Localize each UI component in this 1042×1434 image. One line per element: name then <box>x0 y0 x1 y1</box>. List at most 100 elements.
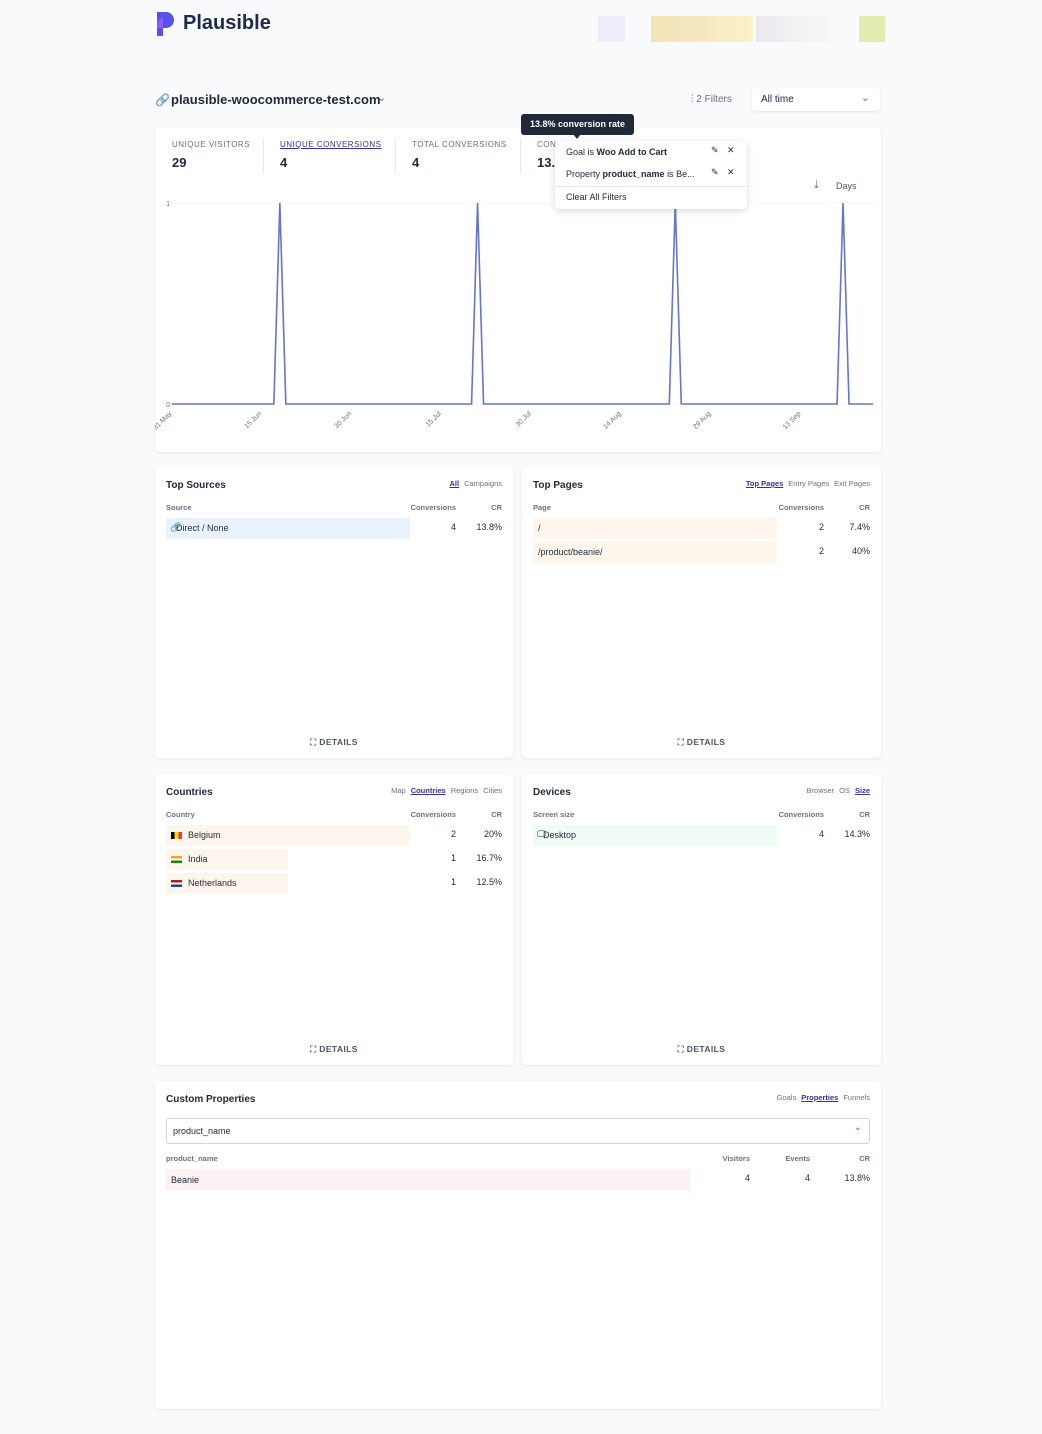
panel-title: Top Sources <box>166 480 226 491</box>
stats-card: UNIQUE VISITORS 29 UNIQUE CONVERSIONS 4 TOTA… <box>155 128 881 452</box>
details-button[interactable]: ⛶ DETAILS <box>677 1044 726 1054</box>
column-header: CR <box>859 503 870 512</box>
column-header: Visitors <box>722 1154 750 1163</box>
tab[interactable]: OS <box>839 786 850 795</box>
panel-title: Top Pages <box>533 480 583 491</box>
remove-icon[interactable]: ✕ <box>727 145 735 155</box>
tooltip-arrow <box>573 134 581 139</box>
filter-item[interactable]: Property product_name is Be... <box>566 168 695 180</box>
tab[interactable]: Exit Pages <box>834 479 870 488</box>
details-button[interactable]: ⛶ DETAILS <box>677 737 726 747</box>
filters-button[interactable]: ⫶ 2 Filters <box>691 94 732 105</box>
stat-value: 29 <box>172 155 187 170</box>
details-label: DETAILS <box>319 737 358 747</box>
row-cr: 20% <box>483 829 502 839</box>
tab[interactable]: Properties <box>801 1093 839 1102</box>
site-name[interactable]: plausible-woocommerce-test.com <box>171 92 381 107</box>
filter-suffix: is Be... <box>667 169 695 179</box>
row-bar <box>166 825 410 846</box>
row-label[interactable]: Beanie <box>171 1175 200 1185</box>
stat-label[interactable]: UNIQUE VISITORS <box>172 140 251 149</box>
tab[interactable]: Top Pages <box>745 479 784 488</box>
details-button[interactable]: ⛶ DETAILS <box>310 737 358 747</box>
download-icon[interactable]: ⤓ <box>814 179 819 191</box>
blur <box>756 16 832 42</box>
period-picker[interactable]: All time ⌄ <box>752 88 880 111</box>
interval-label: Days <box>836 181 857 191</box>
stat-label[interactable]: CON <box>537 140 557 149</box>
graph: 0 1 31 May 15 Jun 30 Jun 15 Jul 30 Jul 14 Aug 29… <box>155 201 873 432</box>
x-tick-label: 14 Aug <box>602 410 622 430</box>
panel: Countries Map Countries Regions Cities Countr… <box>155 774 513 1065</box>
filter-item[interactable]: Goal is Woo Add to Cart <box>566 146 667 158</box>
tab[interactable]: Regions <box>450 786 479 795</box>
row-value: 2 <box>818 546 824 556</box>
tab[interactable]: Campaigns <box>464 479 502 488</box>
chevron: ⌄ <box>377 92 387 104</box>
stat-label[interactable]: TOTAL CONVERSIONS <box>412 140 507 149</box>
device-icon: 🖵 <box>537 829 546 839</box>
row-bar <box>533 825 777 846</box>
details-label: DETAILS <box>686 1044 726 1054</box>
details-label: DETAILS <box>319 1044 358 1054</box>
filters-label: 2 Filters <box>696 94 732 105</box>
row-value: 2 <box>818 522 824 532</box>
property-select[interactable]: product_name ⌄ <box>166 1118 870 1144</box>
row-label[interactable]: /product/beanie/ <box>538 547 603 557</box>
panel-title: Countries <box>166 787 213 798</box>
filter-menu: Goal is Woo Add to Cart ✎ ✕ Property produc… <box>555 141 747 209</box>
row-label[interactable]: Netherlands <box>188 878 237 888</box>
row-value: 4 <box>450 522 456 532</box>
period-label: All time <box>761 94 794 105</box>
blur <box>598 16 625 42</box>
tab[interactable]: All <box>449 479 460 488</box>
select-label: product_name <box>173 1126 231 1136</box>
tabs: Map Countries Regions Cities <box>386 786 502 795</box>
column-header: Country <box>166 810 195 819</box>
tab[interactable]: Browser <box>806 786 835 795</box>
tab[interactable]: Entry Pages <box>788 479 830 488</box>
column-header: Conversions <box>778 810 824 819</box>
details-button[interactable]: ⛶ DETAILS <box>310 1044 358 1054</box>
remove-icon[interactable]: ✕ <box>727 167 735 177</box>
x-tick-label: 15 Jun <box>243 410 263 430</box>
edit-icon[interactable]: ✎ <box>711 145 719 155</box>
column-header: Conversions <box>410 810 456 819</box>
row-value: 4 <box>804 1173 810 1183</box>
chevron: ⌄ <box>860 92 870 104</box>
row-bar <box>166 849 288 870</box>
edit-icon[interactable]: ✎ <box>711 167 719 177</box>
row-cr: 40% <box>851 546 870 556</box>
row-label[interactable]: / <box>538 523 541 533</box>
panel: Top Pages Top Pages Entry Pages Exit Pages P… <box>522 467 881 758</box>
tabs: All Campaigns <box>444 479 502 488</box>
column-header: CR <box>859 810 870 819</box>
tab[interactable]: Countries <box>410 786 446 795</box>
row-label[interactable]: Direct / None <box>176 523 229 533</box>
panel: Devices Browser OS Size Screen size Conversio… <box>522 774 881 1065</box>
clear-filters[interactable]: Clear All Filters <box>566 192 627 202</box>
filter-value: product_name <box>602 169 665 179</box>
stat-label[interactable]: UNIQUE CONVERSIONS <box>280 140 382 149</box>
tab[interactable]: Cities <box>483 786 502 795</box>
row-label[interactable]: Belgium <box>188 830 221 840</box>
row-value: 4 <box>744 1173 750 1183</box>
row-value: 2 <box>450 829 456 839</box>
row-value: 13.8% <box>844 1173 870 1183</box>
tab[interactable]: Size <box>854 786 870 795</box>
row-label[interactable]: India <box>188 854 208 864</box>
x-tick-label: 30 Jun <box>333 410 353 430</box>
tab[interactable]: Goals <box>776 1093 797 1102</box>
row-bar <box>166 873 288 894</box>
interval-picker[interactable]: Days <box>836 181 857 191</box>
tabs: Goals Properties Funnels <box>772 1093 870 1102</box>
column-header: CR <box>859 1154 870 1163</box>
y-tick-label: 0 <box>166 402 170 409</box>
divider <box>520 138 521 174</box>
x-tick-label: 29 Aug <box>692 410 712 430</box>
tab[interactable]: Funnels <box>843 1093 870 1102</box>
column-header: Conversions <box>778 503 824 512</box>
tab[interactable]: Map <box>391 786 406 795</box>
row-label[interactable]: Desktop <box>543 830 577 840</box>
